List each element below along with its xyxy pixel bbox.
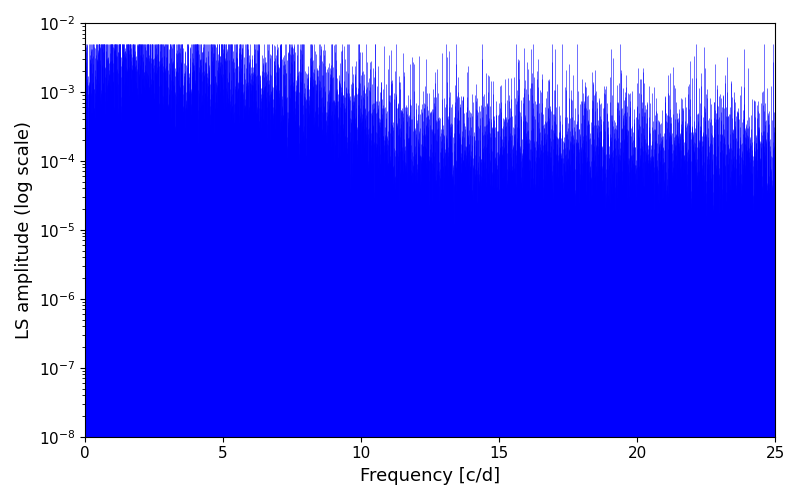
Y-axis label: LS amplitude (log scale): LS amplitude (log scale) [15, 121, 33, 339]
X-axis label: Frequency [c/d]: Frequency [c/d] [360, 467, 500, 485]
